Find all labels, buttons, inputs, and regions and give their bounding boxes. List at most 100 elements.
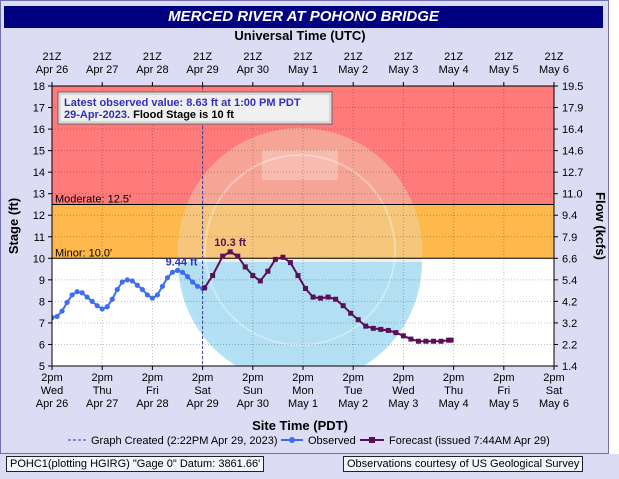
y-tick-label: 17 — [33, 103, 45, 115]
x2-tick-label: 21Z — [243, 51, 262, 63]
y2-tick-label: 14.6 — [562, 146, 583, 158]
observed-point — [74, 289, 80, 295]
annotation-layer: 9.44 ft 10.3 ft — [166, 237, 247, 269]
x-tick-label: Sat — [194, 385, 211, 397]
noaa-logo — [178, 128, 422, 366]
x-tick-label: 2pm — [543, 372, 564, 384]
observed-point — [174, 267, 181, 273]
x-tick-label: May 1 — [288, 398, 318, 410]
legend-graph-created: Graph Created (2:22PM Apr 29, 2023) — [68, 435, 278, 447]
x2-tick-label: 21Z — [494, 51, 513, 63]
chart-title: MERCED RIVER AT POHONO BRIDGE — [4, 6, 603, 28]
x-tick-label: 2pm — [443, 372, 464, 384]
y-tick-label: 16 — [33, 124, 45, 136]
x2-tick-label: Apr 26 — [36, 64, 68, 76]
latest-observed-box: Latest observed value: 8.63 ft at 1:00 P… — [57, 91, 333, 125]
x2-tick-label: Apr 28 — [136, 64, 168, 76]
y2-tick-label: 3.2 — [562, 318, 577, 330]
y2-tick-label: 1.4 — [562, 361, 577, 373]
x-tick-label: Apr 26 — [36, 398, 68, 410]
forecast-point — [348, 310, 354, 316]
latest-observed-text: Latest observed value: 8.63 ft at 1:00 P… — [64, 97, 301, 109]
forecast-series-line — [203, 250, 452, 343]
forecast-point — [378, 326, 384, 332]
observed-point — [89, 298, 95, 304]
observed-point — [104, 304, 110, 310]
forecast-point — [363, 323, 369, 329]
forecast-point — [202, 285, 208, 291]
x-tick-label: May 3 — [388, 398, 418, 410]
x2-tick-label: 21Z — [444, 51, 463, 63]
observed-peak-label: 9.44 ft — [166, 256, 198, 268]
legend-observed-label: Observed — [308, 435, 356, 447]
observed-point — [99, 306, 105, 312]
forecast-point — [355, 317, 361, 323]
y-tick-label: 13 — [33, 189, 45, 201]
observed-point — [94, 303, 100, 309]
x-tick-label: May 6 — [539, 398, 569, 410]
forecast-point — [220, 253, 226, 259]
moderate-flood-band — [52, 204, 554, 259]
x-tick-label: Tue — [344, 385, 363, 397]
x-tick-label: Wed — [392, 385, 414, 397]
x-tick-label: Mon — [292, 385, 313, 397]
y-tick-label: 15 — [33, 146, 45, 158]
observed-point — [129, 278, 135, 284]
x-tick-label: Apr 30 — [237, 398, 269, 410]
y-tick-label: 14 — [33, 167, 45, 179]
observed-point — [119, 279, 125, 285]
y2-tick-label: 2.2 — [562, 339, 577, 351]
y-tick-label: 12 — [33, 210, 45, 222]
forecast-point — [423, 338, 429, 344]
x-tick-label: Thu — [444, 385, 463, 397]
observed-point — [124, 277, 130, 283]
observed-point — [59, 308, 65, 314]
x-tick-label: Sat — [546, 385, 563, 397]
x-tick-label: Wed — [41, 385, 63, 397]
observed-point — [159, 283, 166, 289]
forecast-point — [227, 249, 233, 255]
observed-point — [64, 299, 70, 306]
flood-category-bands — [52, 86, 554, 366]
observed-point — [179, 269, 186, 275]
forecast-point — [272, 256, 278, 262]
x-tick-label: May 4 — [439, 398, 469, 410]
forecast-point — [393, 330, 399, 336]
forecast-point — [325, 294, 331, 300]
x2-tick-label: May 6 — [539, 64, 569, 76]
x-tick-label: 2pm — [493, 372, 514, 384]
forecast-point — [370, 325, 376, 331]
forecast-point — [287, 260, 293, 266]
forecast-point — [333, 296, 339, 302]
x-tick-label: Apr 28 — [136, 398, 168, 410]
x-tick-label: 2pm — [142, 372, 163, 384]
minor-flood-label: Minor: 10.0' — [55, 247, 112, 259]
footer: POHC1(plotting HGIRG) "Gage 0" Datum: 38… — [0, 454, 619, 479]
forecast-point — [438, 338, 444, 344]
y-tick-label: 8 — [39, 296, 45, 308]
forecast-point — [295, 273, 301, 279]
flood-stage-note: Flood Stage is 10 ft — [130, 109, 234, 121]
forecast-point — [385, 327, 391, 333]
forecast-point — [400, 333, 406, 339]
y2-tick-label: 6.6 — [562, 253, 577, 265]
forecast-point — [448, 337, 454, 343]
x2-tick-label: May 2 — [338, 64, 368, 76]
x-tick-label: Thu — [93, 385, 112, 397]
observed-point — [149, 295, 155, 301]
x2-tick-label: 21Z — [43, 51, 62, 63]
forecast-point — [303, 285, 309, 291]
observed-point — [154, 292, 161, 298]
observed-point — [69, 292, 75, 298]
forecast-point — [310, 294, 316, 300]
x-tick-label: Apr 27 — [86, 398, 118, 410]
observed-point — [54, 313, 60, 320]
forecast-point — [257, 278, 263, 284]
observed-point — [84, 294, 90, 300]
forecast-point — [265, 268, 271, 274]
y-axis-label: Stage (ft) — [6, 198, 21, 254]
observed-point — [189, 279, 196, 285]
x2-tick-label: 21Z — [294, 51, 313, 63]
x-tick-label: May 5 — [489, 398, 519, 410]
